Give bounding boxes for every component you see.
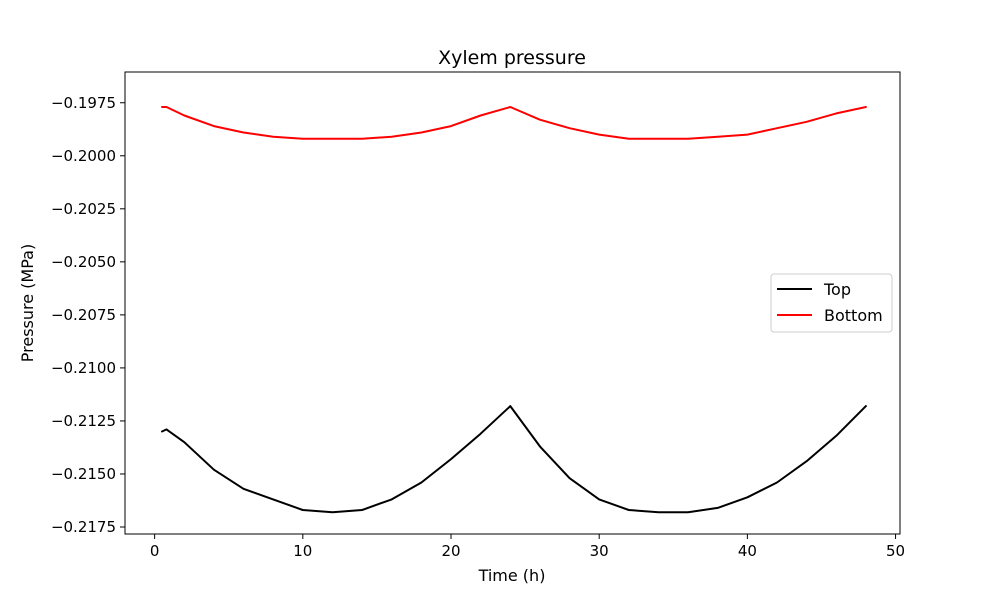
y-tick-label: −0.2050 bbox=[51, 253, 116, 271]
y-tick-label: −0.2000 bbox=[51, 147, 116, 165]
y-axis-label: Pressure (MPa) bbox=[18, 244, 37, 362]
plot-frame bbox=[124, 71, 901, 535]
legend: Top Bottom bbox=[770, 273, 893, 333]
y-tick-label: −0.1975 bbox=[51, 94, 116, 112]
x-tick-label: 30 bbox=[590, 542, 609, 560]
x-tick-label: 40 bbox=[738, 542, 757, 560]
y-tick-label: −0.2125 bbox=[51, 412, 116, 430]
x-tick-label: 10 bbox=[293, 542, 312, 560]
legend-label-top: Top bbox=[823, 280, 851, 299]
x-tick-label: 0 bbox=[150, 542, 160, 560]
y-tick-label: −0.2075 bbox=[51, 306, 116, 324]
x-tick-label: 50 bbox=[886, 542, 905, 560]
legend-label-bottom: Bottom bbox=[824, 306, 883, 325]
y-tick-label: −0.2025 bbox=[51, 200, 116, 218]
series-line-bottom bbox=[161, 106, 867, 140]
chart-title: Xylem pressure bbox=[438, 47, 586, 69]
x-tick-label: 20 bbox=[441, 542, 460, 560]
series-line-top bbox=[161, 405, 867, 514]
y-tick-label: −0.2175 bbox=[51, 518, 116, 536]
y-tick-label: −0.2100 bbox=[51, 359, 116, 377]
y-tick-label: −0.2150 bbox=[51, 465, 116, 483]
x-axis-label: Time (h) bbox=[478, 566, 546, 585]
